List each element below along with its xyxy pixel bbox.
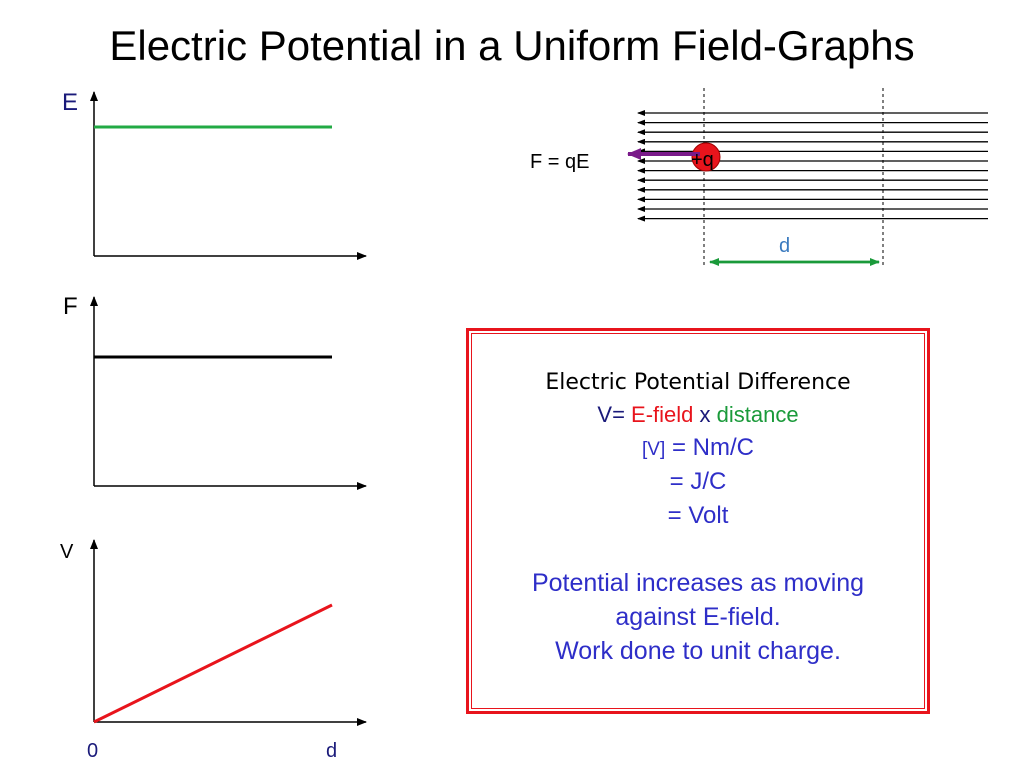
charge-label: +q: [691, 149, 714, 171]
box-heading: Electric Potential Difference: [545, 370, 851, 395]
field-diagram: d +q F = qE: [530, 88, 988, 268]
f-graph-y-label: F: [63, 293, 78, 320]
unit-line-3: = Volt: [667, 502, 729, 529]
x-axis-d-label: d: [326, 740, 337, 762]
f-graph: F: [63, 293, 367, 490]
note-line-2: against E-field.: [615, 603, 781, 631]
info-box: Electric Potential Difference V= E-field…: [471, 333, 925, 709]
page-title: Electric Potential in a Uniform Field-Gr…: [109, 22, 915, 69]
e-graph: E: [62, 89, 367, 260]
v-graph-line: [93, 603, 333, 724]
x-axis-zero-label: 0: [87, 740, 98, 762]
unit-nm-c: = Nm/C: [671, 434, 754, 461]
unit-line-1: [V] = Nm/C: [472, 434, 924, 462]
unit-v: [V]: [642, 439, 666, 460]
distance-label: d: [779, 235, 790, 257]
equation-distance: distance: [716, 402, 799, 427]
unit-line-2: = J/C: [669, 468, 727, 495]
force-label: F = qE: [530, 151, 589, 173]
e-graph-y-label: E: [62, 89, 78, 116]
charge: [691, 142, 721, 172]
v-graph-y-label: V: [60, 541, 74, 563]
info-box-outer-border: [466, 328, 930, 714]
equation-line: V= E-field x distance: [472, 402, 924, 428]
equation-efield: E-field: [631, 402, 694, 427]
note-line-3: Work done to unit charge.: [555, 637, 841, 665]
equation-v: V=: [597, 402, 625, 427]
v-graph: V 0 d: [60, 539, 367, 762]
field-lines: [637, 110, 988, 222]
note-line-1: Potential increases as moving: [531, 569, 865, 597]
equation-x: x: [699, 402, 711, 427]
